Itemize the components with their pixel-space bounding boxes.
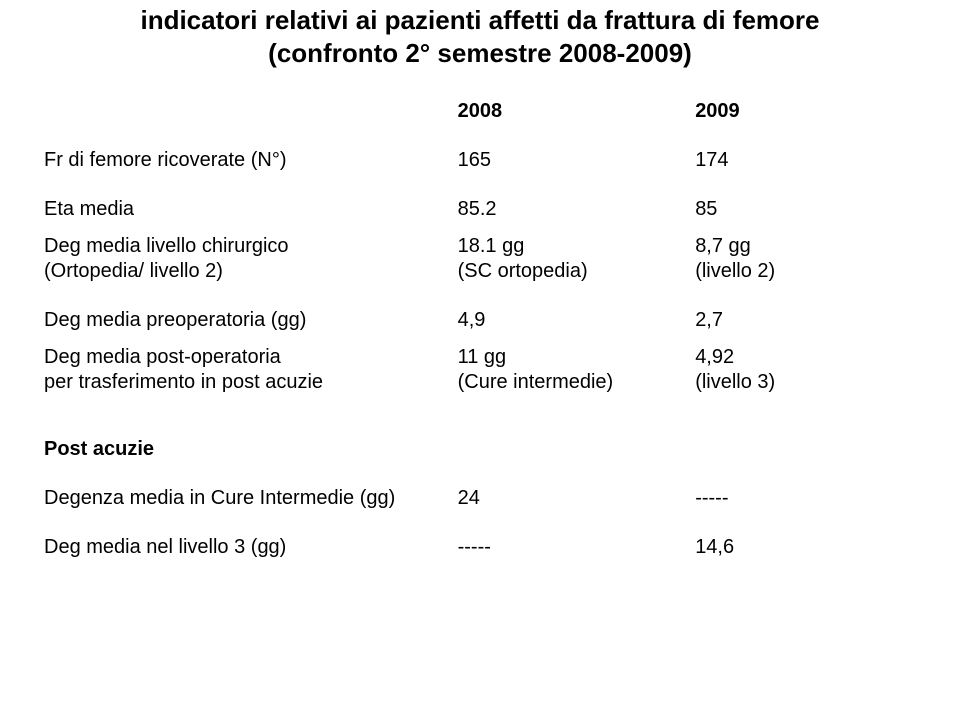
row-value-2009: 4,92 (livello 3): [691, 339, 920, 401]
table-row: Deg media preoperatoria (gg) 4,9 2,7: [40, 302, 920, 339]
spacer: [40, 130, 920, 142]
row-value-2009: 2,7: [691, 302, 920, 339]
header-2009: 2009: [691, 93, 920, 130]
table-row: Deg media post-operatoria per trasferime…: [40, 339, 920, 401]
row-value-2008: 18.1 gg (SC ortopedia): [454, 228, 692, 290]
row-value-2008: 4,9: [454, 302, 692, 339]
row-label: Deg media livello chirurgico (Ortopedia/…: [40, 228, 454, 290]
data-table: 2008 2009 Fr di femore ricoverate (N°) 1…: [40, 93, 920, 566]
row-label-line-1: Deg media livello chirurgico: [44, 234, 450, 259]
row-value-2008: 85.2: [454, 191, 692, 228]
spacer: [40, 179, 920, 191]
page-title: indicatori relativi ai pazienti affetti …: [0, 0, 960, 69]
row-value-2009: 8,7 gg (livello 2): [691, 228, 920, 290]
table-row: Deg media nel livello 3 (gg) ----- 14,6: [40, 529, 920, 566]
page: indicatori relativi ai pazienti affetti …: [0, 0, 960, 716]
table-row: Deg media livello chirurgico (Ortopedia/…: [40, 228, 920, 290]
table-row: Eta media 85.2 85: [40, 191, 920, 228]
value-line-1: 18.1 gg: [458, 234, 688, 259]
title-line-2: (confronto 2° semestre 2008-2009): [268, 38, 692, 68]
section-row: Post acuzie: [40, 431, 920, 468]
value-line-1: 8,7 gg: [695, 234, 916, 259]
row-value-2008: 24: [454, 480, 692, 517]
row-label-line-2: per trasferimento in post acuzie: [44, 370, 450, 395]
row-label: Fr di femore ricoverate (N°): [40, 142, 454, 179]
table-header-row: 2008 2009: [40, 93, 920, 130]
spacer: [40, 517, 920, 529]
row-label-line-1: Deg media post-operatoria: [44, 345, 450, 370]
value-line-2: (SC ortopedia): [458, 259, 688, 284]
value-line-2: (livello 3): [695, 370, 916, 395]
row-value-2009: 14,6: [691, 529, 920, 566]
header-2008: 2008: [454, 93, 692, 130]
value-line-2: (Cure intermedie): [458, 370, 688, 395]
data-table-wrap: 2008 2009 Fr di femore ricoverate (N°) 1…: [40, 93, 920, 566]
row-value-2008: -----: [454, 529, 692, 566]
table-row: Degenza media in Cure Intermedie (gg) 24…: [40, 480, 920, 517]
spacer: [40, 468, 920, 480]
section-label: Post acuzie: [40, 431, 454, 468]
title-line-1: indicatori relativi ai pazienti affetti …: [140, 5, 819, 35]
row-label-line-2: (Ortopedia/ livello 2): [44, 259, 450, 284]
row-label: Eta media: [40, 191, 454, 228]
row-value-2009: -----: [691, 480, 920, 517]
row-value-2009: 85: [691, 191, 920, 228]
row-value-2008: 165: [454, 142, 692, 179]
row-label: Deg media preoperatoria (gg): [40, 302, 454, 339]
row-label: Deg media post-operatoria per trasferime…: [40, 339, 454, 401]
row-value-2008: 11 gg (Cure intermedie): [454, 339, 692, 401]
value-line-2: (livello 2): [695, 259, 916, 284]
value-line-1: 4,92: [695, 345, 916, 370]
value-line-1: 11 gg: [458, 345, 688, 370]
row-value-2009: 174: [691, 142, 920, 179]
spacer: [40, 401, 920, 431]
spacer: [40, 290, 920, 302]
table-row: Fr di femore ricoverate (N°) 165 174: [40, 142, 920, 179]
row-label: Deg media nel livello 3 (gg): [40, 529, 454, 566]
row-label: Degenza media in Cure Intermedie (gg): [40, 480, 454, 517]
